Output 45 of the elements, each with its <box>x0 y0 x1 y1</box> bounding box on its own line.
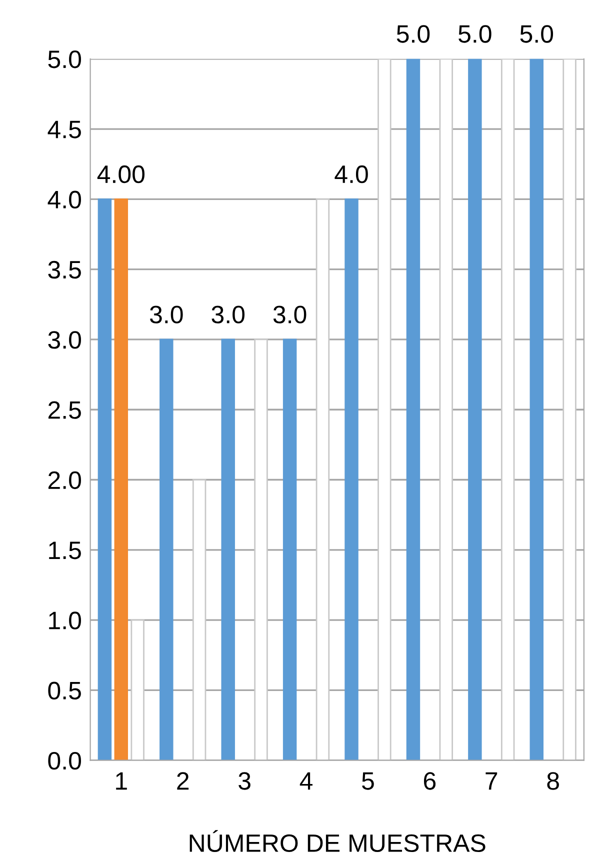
bar <box>160 338 174 760</box>
x-tick-label: 5 <box>362 772 374 790</box>
data-label: 5.0 <box>520 25 554 43</box>
bar <box>254 338 268 760</box>
bar <box>98 198 112 760</box>
bar <box>221 338 235 760</box>
data-label: 5.0 <box>458 25 492 43</box>
bar <box>562 58 576 760</box>
data-label: 3.0 <box>150 306 183 324</box>
y-tick-label: 4.0 <box>48 190 81 208</box>
x-tick-label: 3 <box>238 772 250 790</box>
y-tick-label: 4.5 <box>48 120 81 138</box>
bar <box>344 198 358 760</box>
y-tick-label: 0.5 <box>48 682 81 700</box>
x-tick-label: 7 <box>486 772 498 790</box>
bar <box>439 58 453 760</box>
bar <box>316 198 330 760</box>
y-tick-label: 2.0 <box>48 471 81 490</box>
y-tick-label: 3.5 <box>48 260 81 279</box>
bar <box>192 479 206 760</box>
data-label: 5.0 <box>396 25 430 43</box>
y-tick-label: 0.0 <box>48 752 81 770</box>
x-tick-label: 6 <box>424 772 436 790</box>
data-label: 4.0 <box>334 165 368 184</box>
x-tick-label: 1 <box>116 772 127 790</box>
bar <box>530 58 544 760</box>
y-tick-label: 1.5 <box>49 542 81 560</box>
bar <box>130 619 144 760</box>
x-tick-label: 4 <box>300 772 312 790</box>
y-tick-label: 5.0 <box>48 50 81 68</box>
x-tick-label: 2 <box>177 772 189 790</box>
bar <box>406 58 420 760</box>
bar <box>468 58 482 760</box>
y-tick-label: 2.5 <box>48 401 81 419</box>
y-tick-label: 1.0 <box>49 612 81 630</box>
bar <box>378 58 392 760</box>
data-label: 3.0 <box>273 306 306 324</box>
x-tick-label: 8 <box>547 772 559 790</box>
data-label: 4.00 <box>97 165 145 184</box>
bar <box>282 338 297 760</box>
bar <box>114 198 128 760</box>
y-tick-label: 3.0 <box>48 331 81 349</box>
bar <box>500 58 515 760</box>
data-label: 3.0 <box>212 306 245 324</box>
x-axis-title: NÚMERO DE MUESTRAS <box>190 830 486 852</box>
